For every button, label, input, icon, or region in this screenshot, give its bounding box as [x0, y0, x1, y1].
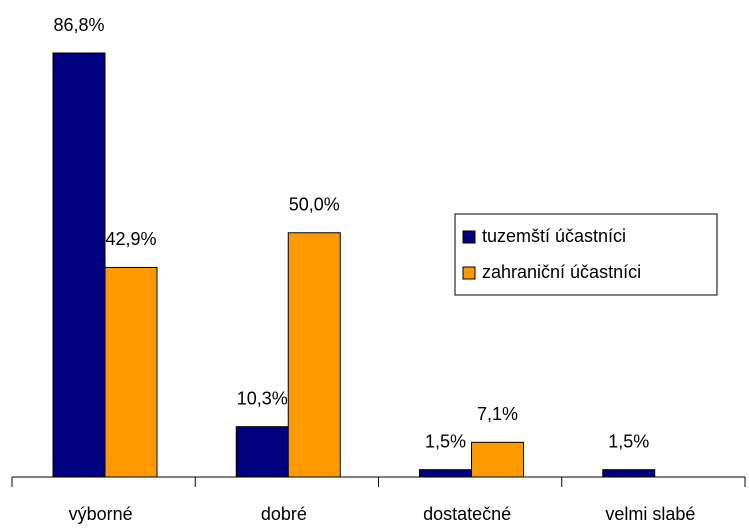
x-tick-label: velmi slabé: [605, 504, 695, 524]
bar: [52, 52, 106, 478]
legend-swatch: [462, 266, 476, 280]
bar: [104, 266, 158, 478]
x-tick-label: výborné: [69, 504, 133, 524]
legend-label: zahraniční účastníci: [482, 262, 641, 282]
legend-swatch: [462, 230, 476, 244]
bar: [471, 441, 524, 478]
legend-label: tuzemští účastníci: [482, 226, 626, 246]
data-label: 50,0%: [289, 195, 340, 215]
bar: [235, 426, 289, 478]
x-tick-label: dobré: [261, 504, 307, 524]
bar: [419, 469, 472, 478]
data-label: 10,3%: [237, 388, 288, 408]
data-label: 1,5%: [425, 431, 466, 451]
data-label: 86,8%: [53, 15, 104, 35]
bar: [602, 469, 656, 478]
bar: [287, 232, 341, 478]
x-tick-label: dostatečné: [423, 504, 511, 524]
data-label: 42,9%: [105, 229, 156, 249]
data-label: 1,5%: [608, 431, 649, 451]
data-label: 7,1%: [477, 404, 518, 424]
legend-box: [454, 213, 718, 296]
